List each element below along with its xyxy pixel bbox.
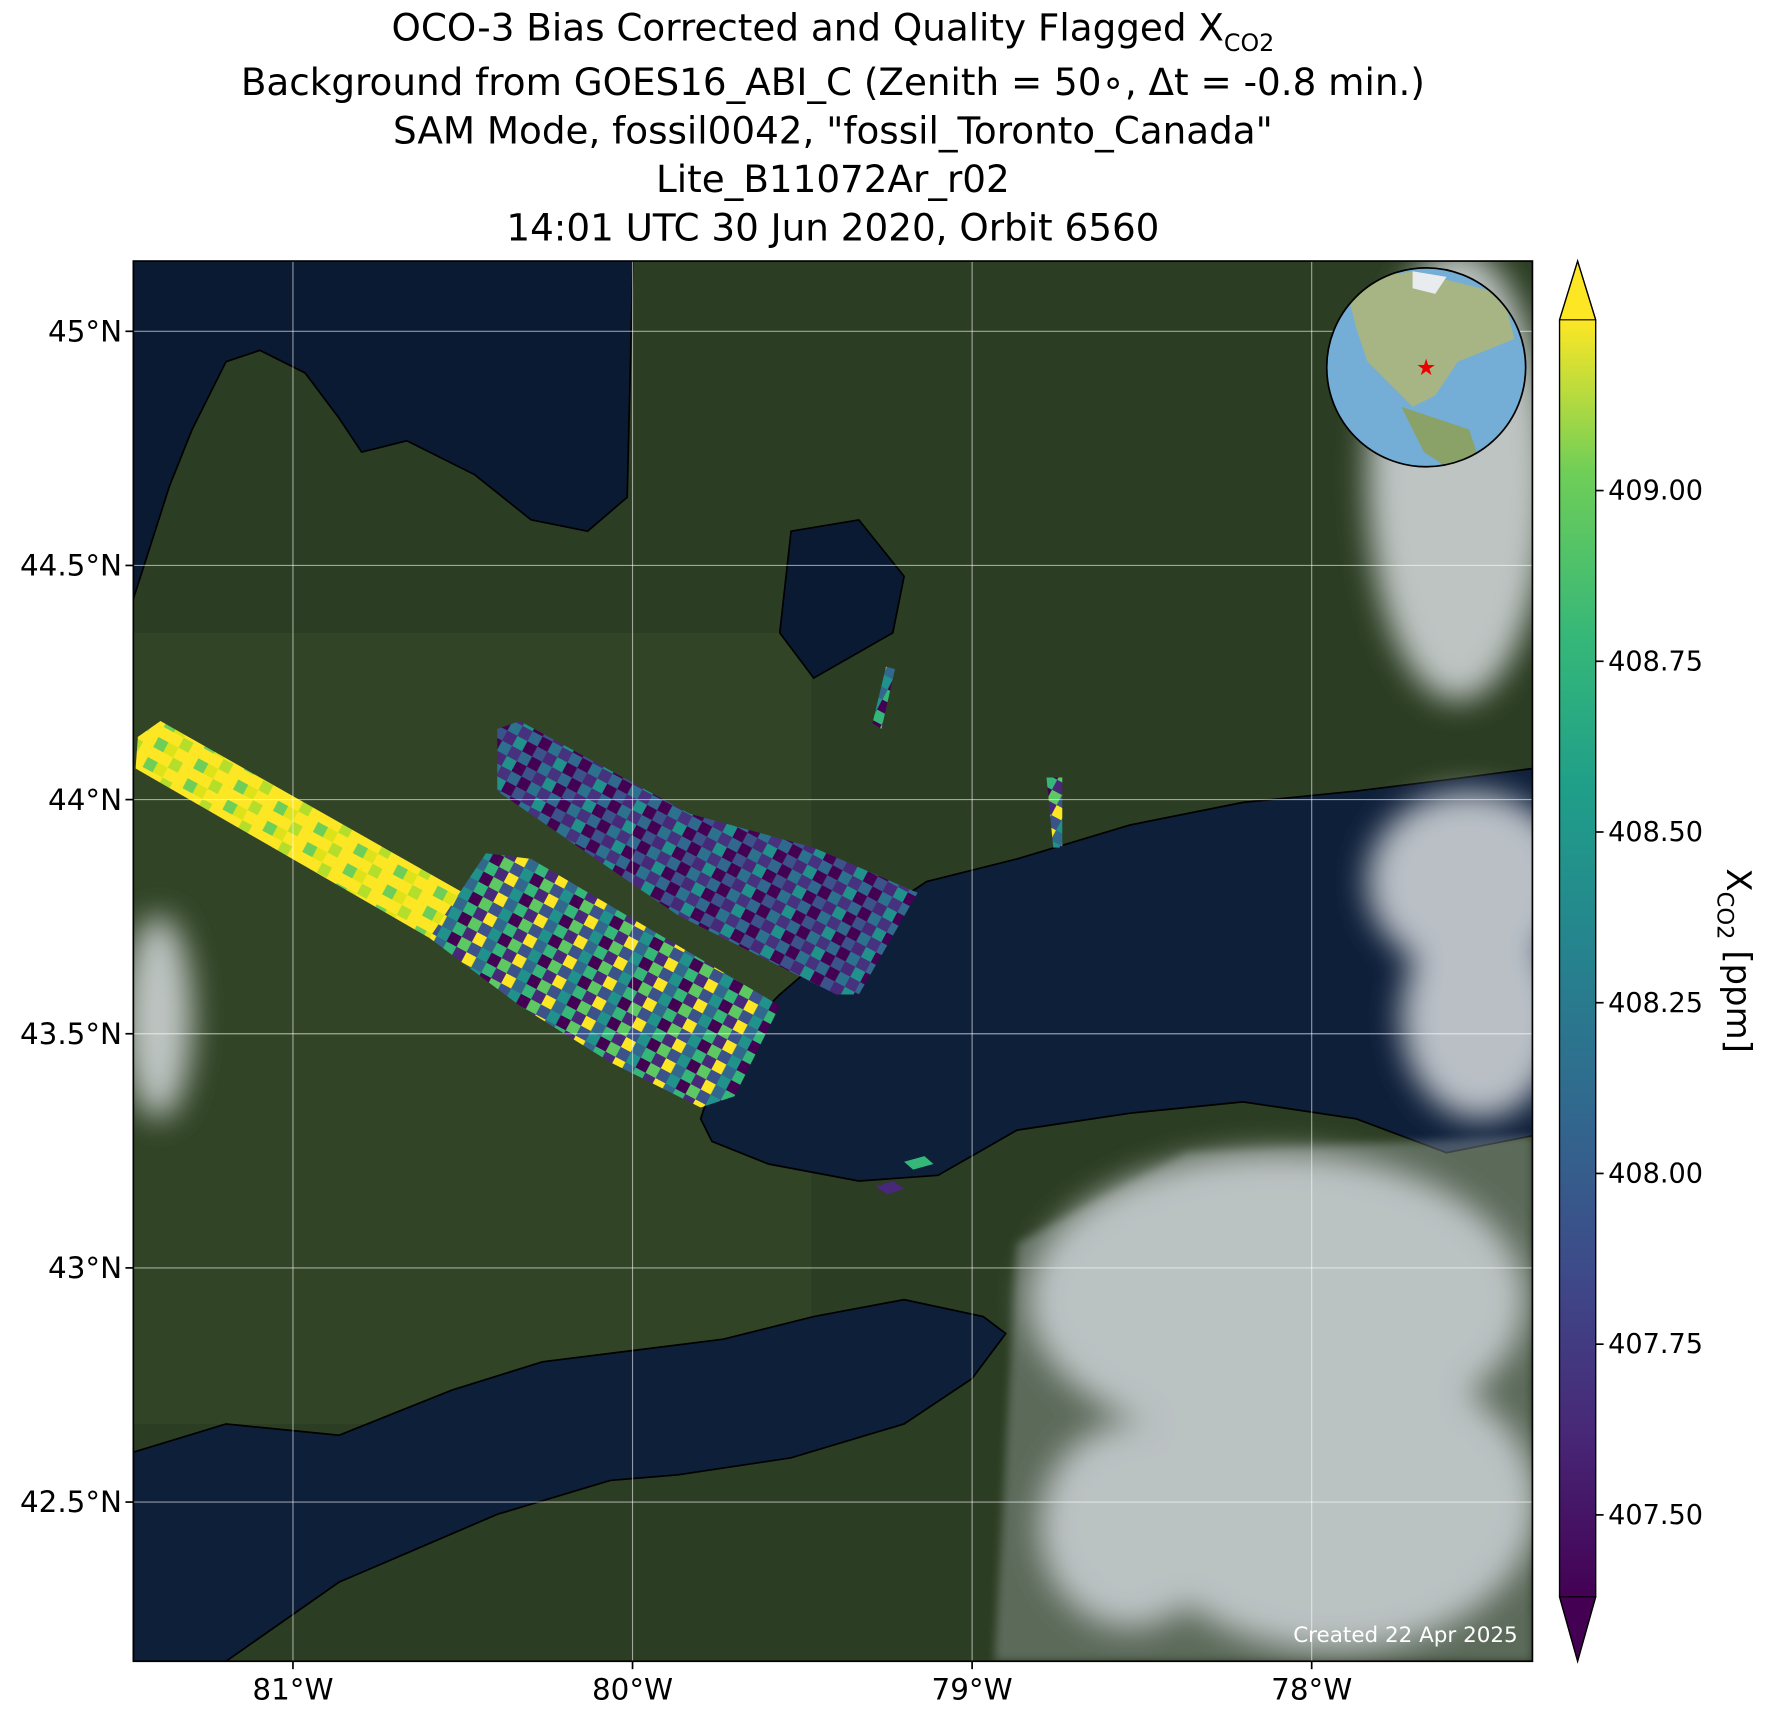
x-tick-label: 78°W	[1271, 1673, 1352, 1707]
subtitle: Background from GOES16_ABI_C (Zenith = 5…	[241, 60, 1425, 104]
cb-label-unit: [ppm]	[1719, 940, 1758, 1053]
title-main: OCO-3 Bias Corrected and Quality Flagged…	[392, 6, 1224, 50]
globe-inset: ★	[1325, 266, 1527, 468]
cb-label-main: X	[1719, 868, 1758, 891]
globe-marker: ★	[1416, 355, 1436, 381]
plot-frame	[132, 260, 1534, 1663]
y-tick-label: 43.5°N	[20, 1017, 122, 1051]
colorbar-tick-label: 409.00	[1608, 476, 1703, 507]
colorbar-extend-min	[1558, 1596, 1597, 1664]
title-sub: CO2	[1224, 29, 1274, 57]
colorbar-body	[1559, 319, 1596, 1597]
colorbar-tick-label: 408.50	[1608, 817, 1703, 848]
background-map	[133, 261, 1533, 1662]
subtitle: 14:01 UTC 30 Jun 2020, Orbit 6560	[506, 206, 1159, 250]
colorbar-tick-label: 408.75	[1608, 646, 1703, 677]
grid	[133, 261, 1533, 1662]
colorbar-frame	[1558, 258, 1597, 1664]
colorbar-tick-label: 408.00	[1608, 1158, 1703, 1189]
colorbar-tick-label: 407.50	[1608, 1500, 1703, 1531]
colorbar-label: XCO2 [ppm]	[1712, 868, 1758, 1052]
colorbar-tick-label: 408.25	[1608, 988, 1703, 1019]
subtitles: Background from GOES16_ABI_C (Zenith = 5…	[241, 60, 1425, 250]
cb-label-sub: CO2	[1712, 892, 1738, 940]
x-tick-label: 81°W	[252, 1673, 333, 1707]
y-tick-label: 45°N	[48, 314, 122, 348]
colorbar-extend-max	[1558, 259, 1597, 321]
y-tick-label: 44°N	[48, 783, 122, 817]
x-tick-label: 79°W	[932, 1673, 1013, 1707]
y-tick-label: 42.5°N	[20, 1485, 122, 1519]
colorbar-tick-label: 407.75	[1608, 1329, 1703, 1360]
y-tick-label: 44.5°N	[20, 549, 122, 583]
x-tick-label: 80°W	[592, 1673, 673, 1707]
colorbar: 407.50 407.75 408.00 408.25 408.50 408.75 409.…	[1558, 258, 1703, 1664]
chart-title: OCO-3 Bias Corrected and Quality Flagged…	[392, 6, 1275, 57]
subtitle: SAM Mode, fossil0042, "fossil_Toronto_Ca…	[393, 109, 1273, 153]
annotation: Created 22 Apr 2025	[1293, 1623, 1518, 1648]
y-tick-label: 43°N	[48, 1251, 122, 1285]
subtitle: Lite_B11072Ar_r02	[656, 157, 1010, 201]
